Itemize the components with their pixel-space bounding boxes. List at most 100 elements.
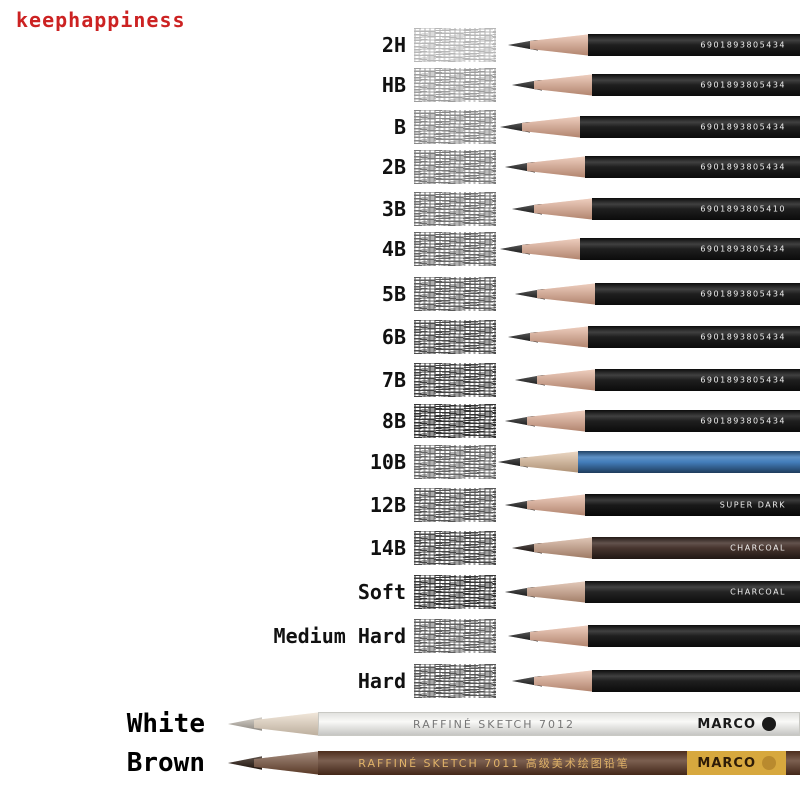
pencil-wood-cone (534, 198, 596, 220)
grade-label: 8B (381, 409, 406, 433)
grade-label: Hard (357, 669, 406, 693)
scribble-texture (414, 619, 496, 653)
grade-label: 10B (369, 450, 406, 474)
pencil-lead (508, 630, 538, 642)
scribble-texture (414, 445, 496, 479)
pencil-image: 6901893805434 (508, 34, 800, 56)
shade-swatch (414, 277, 496, 311)
brand-badge-icon (762, 756, 776, 770)
pencil-lead (512, 79, 542, 91)
watermark-text: keephappiness (16, 8, 186, 32)
pencil-wood-cone (520, 451, 582, 473)
pencil-image: 6901893805410 (512, 198, 800, 220)
pencil-row: 12B SUPER DARK (0, 485, 800, 525)
grade-label: Medium Hard (273, 624, 406, 648)
pencil-image: 6901893805434 (505, 410, 800, 432)
scribble-texture (414, 277, 496, 311)
pencil-lead (512, 203, 542, 215)
pencil-wood-cone (534, 74, 596, 96)
scribble-texture (414, 150, 496, 184)
pencil-lead (508, 39, 538, 51)
pencil-body: 6901893805434 (595, 369, 800, 391)
pencil-row: 7B 6901893805434 (0, 360, 800, 400)
brand-badge-icon (762, 717, 776, 731)
pencil-marking: 6901893805434 (700, 289, 786, 299)
pencil-body: 6901893805434 (580, 116, 800, 138)
pencil-image: 6901893805434 (508, 326, 800, 348)
scribble-texture (414, 404, 496, 438)
shade-swatch (414, 110, 496, 144)
pencil-row: HB 6901893805434 (0, 65, 800, 105)
pencil-image: 6901893805434 (500, 116, 800, 138)
pencil-lead (508, 331, 538, 343)
grade-label: 7B (381, 368, 406, 392)
pencil-image (508, 625, 800, 647)
grade-label: 14B (369, 536, 406, 560)
pencil-body: 6901893805434 (585, 410, 800, 432)
pencil-marking: 6901893805434 (700, 244, 786, 254)
pencil-wood-cone (522, 116, 584, 138)
pencil-row: 14B CHARCOAL (0, 528, 800, 568)
pencil-image: 6901893805434 (512, 74, 800, 96)
pencil-wood-cone (534, 537, 596, 559)
shade-swatch (414, 531, 496, 565)
pencil-row: Soft CHARCOAL (0, 572, 800, 612)
scribble-texture (414, 110, 496, 144)
pencil-row: Medium Hard (0, 616, 800, 656)
full-pencil-row: White RAFFINÉ SKETCH 7012 MARCO (0, 704, 800, 744)
brand-band: MARCO (687, 751, 786, 775)
scribble-texture (414, 232, 496, 266)
pencil-row: 2H 6901893805434 (0, 25, 800, 65)
scribble-texture (414, 320, 496, 354)
pencil-wood-cone (522, 238, 584, 260)
pencil-lead (512, 675, 542, 687)
shade-swatch (414, 575, 496, 609)
pencil-row: 8B 6901893805434 (0, 401, 800, 441)
pencil-marking: 6901893805434 (700, 80, 786, 90)
shade-swatch (414, 150, 496, 184)
pencil-wood-cone (527, 156, 589, 178)
pencil-body: 6901893805434 (585, 156, 800, 178)
grade-label: Soft (357, 580, 406, 604)
pencil-body (588, 625, 800, 647)
pencil-wood-cone (537, 369, 599, 391)
pencil-marking: 6901893805434 (700, 162, 786, 172)
grade-label: B (393, 115, 406, 139)
pencil-marking: SUPER DARK (719, 500, 786, 510)
pencil-body: RAFFINÉ SKETCH 7011 高级美术绘图铅笔 MARCO (318, 751, 800, 775)
pencil-marking: CHARCOAL (730, 587, 786, 597)
shade-swatch (414, 404, 496, 438)
pencil-marking: RAFFINÉ SKETCH 7012 (413, 717, 575, 731)
grade-label: 5B (381, 282, 406, 306)
pencil-image: RAFFINÉ SKETCH 7012 MARCO (228, 712, 800, 736)
pencil-image: SUPER DARK (505, 494, 800, 516)
pencil-image: 6901893805434 (500, 238, 800, 260)
color-label: Brown (126, 748, 205, 778)
shade-swatch (414, 28, 496, 62)
pencil-marking: CHARCOAL (730, 543, 786, 553)
grade-label: 3B (381, 197, 406, 221)
pencil-body: CHARCOAL (592, 537, 800, 559)
pencil-body: RAFFINÉ SKETCH 7012 MARCO (318, 712, 800, 736)
pencil-wood-cone (527, 581, 589, 603)
pencil-row: 5B 6901893805434 (0, 274, 800, 314)
scribble-texture (414, 28, 496, 62)
pencil-body: SUPER DARK (585, 494, 800, 516)
color-label: White (126, 709, 205, 739)
pencil-image: 6901893805434 (515, 369, 800, 391)
pencil-lead (512, 542, 542, 554)
pencil-lead (505, 161, 535, 173)
shade-swatch (414, 192, 496, 226)
scribble-texture (414, 192, 496, 226)
pencil-wood-cone (254, 751, 322, 775)
pencil-body: 6901893805434 (592, 74, 800, 96)
pencil-marking: 6901893805434 (700, 122, 786, 132)
pencil-image (498, 451, 800, 473)
pencil-lead (505, 499, 535, 511)
scribble-texture (414, 363, 496, 397)
pencil-wood-cone (530, 34, 592, 56)
grade-label: 4B (381, 237, 406, 261)
grade-label: 2B (381, 155, 406, 179)
pencil-marking: 6901893805434 (700, 332, 786, 342)
